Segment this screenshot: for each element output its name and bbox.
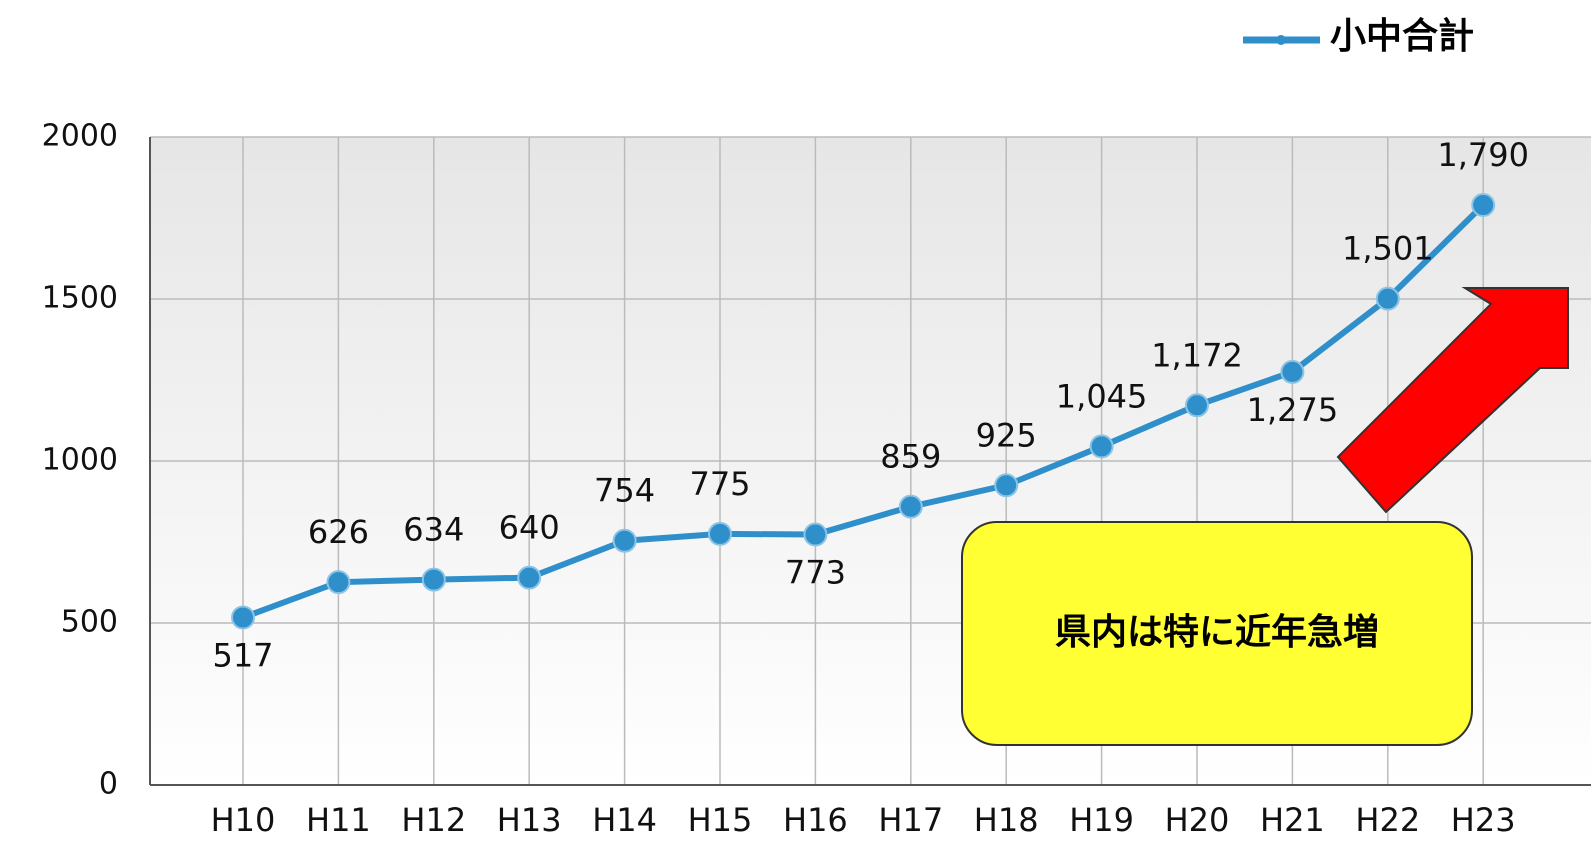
x-tick-label: H22 <box>1355 801 1420 839</box>
data-point <box>994 473 1019 498</box>
x-tick-label: H15 <box>688 801 753 839</box>
x-tick-label: H21 <box>1260 801 1325 839</box>
arrow <box>1336 287 1569 514</box>
value-label: 1,501 <box>1342 230 1434 268</box>
y-tick-label: 2000 <box>42 119 118 154</box>
x-tick-label: H11 <box>306 801 371 839</box>
data-point <box>231 605 255 630</box>
x-tick-label: H14 <box>592 801 657 839</box>
data-point <box>326 570 351 595</box>
data-point <box>898 494 923 519</box>
data-point <box>612 528 637 553</box>
x-tick-label: H17 <box>878 801 943 839</box>
value-label: 773 <box>785 554 846 592</box>
legend-label: 小中合計 <box>1330 16 1474 57</box>
data-point <box>803 522 828 547</box>
data-point <box>1375 286 1400 311</box>
legend-marker <box>1276 35 1286 45</box>
value-label: 1,275 <box>1247 391 1339 429</box>
data-point <box>1185 393 1209 418</box>
y-tick-label: 0 <box>99 767 118 802</box>
x-tick-label: H13 <box>497 801 562 839</box>
value-label: 626 <box>308 513 369 551</box>
x-tick-label: H23 <box>1451 801 1516 839</box>
value-label: 1,790 <box>1437 136 1529 174</box>
annotation: 県内は特に近年急増 <box>1055 612 1379 653</box>
x-tick-label: H20 <box>1165 801 1230 839</box>
value-label: 517 <box>212 636 273 674</box>
value-label: 634 <box>403 511 464 549</box>
annotation-box <box>961 521 1473 746</box>
x-tick-label: H18 <box>974 801 1039 839</box>
data-point <box>421 567 446 592</box>
value-label: 925 <box>976 416 1037 454</box>
data-point <box>1280 359 1305 384</box>
y-tick-label: 1500 <box>42 281 118 316</box>
x-tick-label: H19 <box>1069 801 1134 839</box>
data-point <box>1089 434 1114 459</box>
y-tick-label: 1000 <box>42 443 118 478</box>
value-label: 1,172 <box>1151 336 1243 374</box>
value-label: 1,045 <box>1056 377 1148 415</box>
y-tick-label: 500 <box>61 605 118 640</box>
data-point <box>1471 193 1496 218</box>
x-tick-label: H10 <box>211 801 276 839</box>
x-tick-label: H12 <box>401 801 466 839</box>
series-line <box>241 202 1486 621</box>
x-tick-label: H16 <box>783 801 848 839</box>
data-point <box>708 521 732 546</box>
value-label: 754 <box>594 472 655 510</box>
value-label: 775 <box>689 465 750 503</box>
value-label: 859 <box>880 438 941 476</box>
data-point <box>517 565 542 590</box>
value-label: 640 <box>499 509 560 547</box>
